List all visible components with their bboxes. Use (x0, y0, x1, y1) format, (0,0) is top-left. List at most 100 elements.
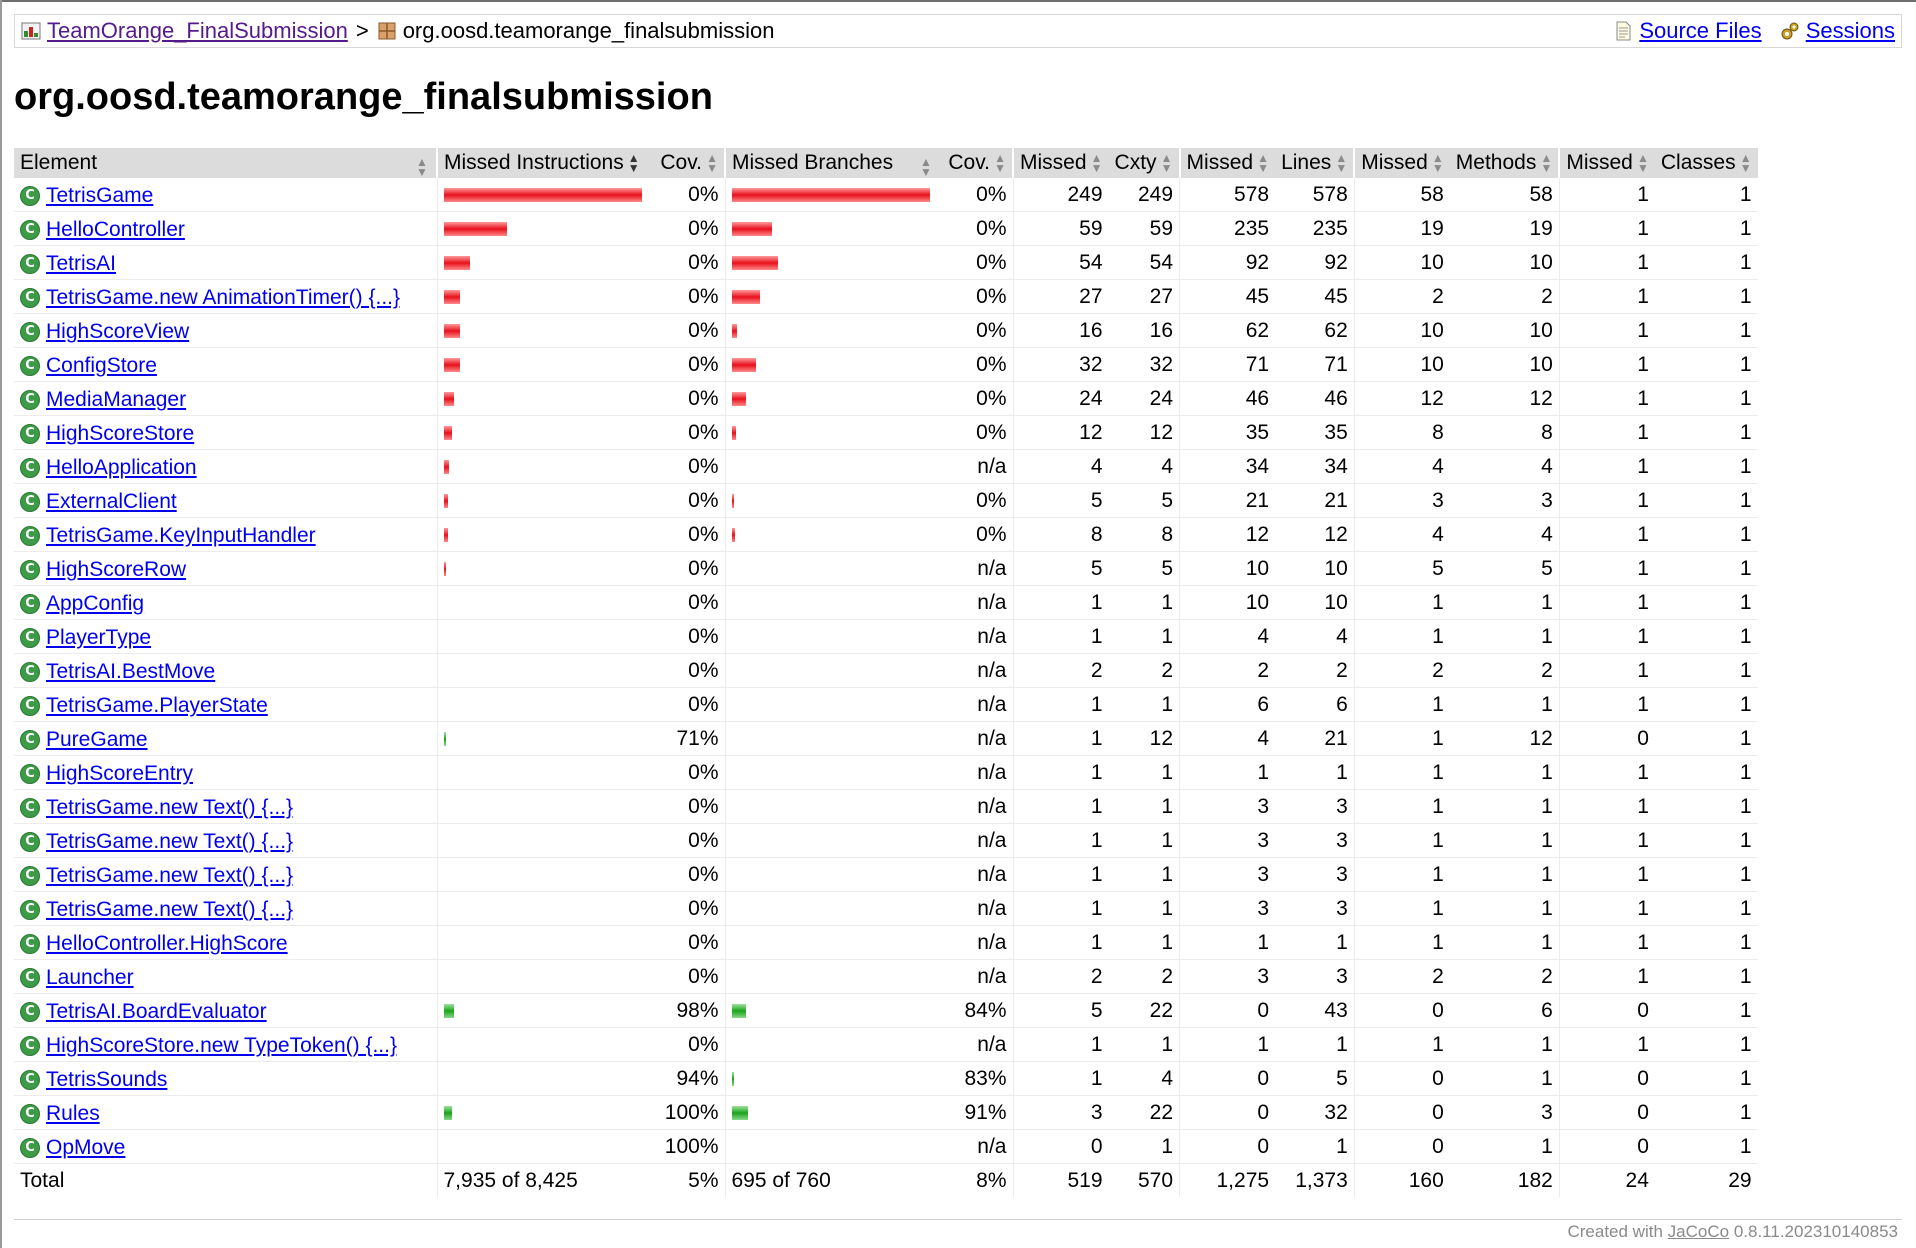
package-icon (378, 22, 396, 40)
col-missed-instructions[interactable]: Missed Instructions ▲ ▼ (436, 148, 652, 178)
class-link[interactable]: HighScoreStore.new TypeToken() {...} (46, 1034, 397, 1057)
row-missed-lines: 1 (1179, 755, 1276, 790)
row-element-wrap: C ConfigStore (20, 354, 157, 378)
row-methods: 1 (1449, 1061, 1560, 1096)
class-icon: C (20, 1070, 40, 1090)
class-link[interactable]: ConfigStore (46, 354, 157, 377)
class-link[interactable]: TetrisAI.BestMove (46, 660, 216, 683)
class-icon: C (20, 356, 40, 376)
row-element-wrap: C HelloApplication (20, 456, 197, 480)
class-link[interactable]: HelloController (46, 218, 185, 241)
class-icon: C (20, 288, 40, 308)
col-cov-branches[interactable]: Cov. ▲ ▼ (940, 148, 1013, 178)
row-missed-cxty: 2 (1012, 959, 1109, 994)
row-missed-classes: 1 (1558, 449, 1655, 484)
row-missed-branches-bar (724, 347, 940, 382)
row-missed-cxty: 59 (1012, 211, 1109, 246)
row-cxty: 8 (1108, 517, 1180, 552)
row-missed-methods: 3 (1353, 483, 1450, 518)
class-link[interactable]: TetrisGame (46, 184, 154, 207)
col-element[interactable]: Element ▲ ▼ (14, 148, 437, 178)
sessions-link[interactable]: Sessions (1805, 18, 1895, 43)
class-link[interactable]: HelloController.HighScore (46, 932, 288, 955)
row-cov-instructions: 0% (652, 891, 725, 926)
breadcrumb-path: TeamOrange_FinalSubmission > org.oosd.tea… (21, 15, 774, 47)
row-cov-instructions: 0% (652, 959, 725, 994)
breadcrumb-root-link[interactable]: TeamOrange_FinalSubmission (47, 18, 348, 43)
class-link[interactable]: PureGame (46, 728, 148, 751)
class-link[interactable]: HighScoreView (46, 320, 190, 343)
class-link[interactable]: Rules (46, 1102, 100, 1125)
class-link[interactable]: TetrisGame.new Text() {...} (46, 830, 294, 853)
class-link[interactable]: AppConfig (46, 592, 145, 615)
row-cxty: 4 (1108, 449, 1180, 484)
source-files-link[interactable]: Source Files (1639, 18, 1762, 43)
class-link[interactable]: PlayerType (46, 626, 152, 649)
class-link[interactable]: TetrisGame.KeyInputHandler (46, 524, 316, 547)
sort-desc-icon: ▲ ▼ (627, 151, 640, 176)
col-missed-cxty[interactable]: Missed ▲ ▼ (1012, 148, 1109, 178)
row-element-wrap: C HelloController (20, 218, 185, 242)
row-cov-instructions: 0% (652, 517, 725, 552)
row-classes: 1 (1654, 178, 1758, 212)
missed-bar (731, 357, 756, 372)
row-cov-branches: 0% (940, 313, 1013, 348)
table-row: C PureGame 71% n/a 1 12 4 21 1 12 0 1 (14, 721, 1758, 756)
row-element-wrap: C TetrisSounds (20, 1068, 167, 1092)
row-cov-instructions: 0% (652, 653, 725, 688)
row-cov-branches: n/a (940, 1129, 1013, 1164)
col-missed-methods[interactable]: Missed ▲ ▼ (1353, 148, 1450, 178)
table-header-row: Element ▲ ▼ Missed Instructions ▲ ▼ Cov. ▲ ▼ M… (14, 148, 1758, 178)
row-methods: 4 (1449, 517, 1560, 552)
row-missed-cxty: 1 (1012, 687, 1109, 722)
row-cxty: 16 (1108, 313, 1180, 348)
total-row: Total 7,935 of 8,425 5% 695 of 760 8% 51… (14, 1163, 1758, 1197)
row-cxty: 5 (1108, 483, 1180, 518)
class-link[interactable]: TetrisGame.new AnimationTimer() {...} (46, 286, 401, 309)
jacoco-link[interactable]: JaCoCo (1667, 1222, 1730, 1241)
class-link[interactable]: TetrisGame.PlayerState (46, 694, 268, 717)
class-link[interactable]: TetrisAI.BoardEvaluator (46, 1000, 267, 1023)
class-link[interactable]: TetrisGame.new Text() {...} (46, 796, 294, 819)
class-link[interactable]: OpMove (46, 1136, 126, 1159)
row-missed-lines: 35 (1179, 415, 1276, 450)
row-missed-classes: 1 (1558, 619, 1655, 654)
col-classes[interactable]: Classes ▲ ▼ (1654, 148, 1758, 178)
col-missed-classes[interactable]: Missed ▲ ▼ (1558, 148, 1655, 178)
class-link[interactable]: TetrisSounds (46, 1068, 168, 1091)
row-classes: 1 (1654, 823, 1758, 858)
row-missed-methods: 12 (1353, 381, 1450, 416)
footer-prefix: Created with (1567, 1222, 1663, 1241)
sort-icon: ▲ ▼ (1257, 151, 1270, 176)
row-cov-branches: 0% (940, 279, 1013, 314)
class-link[interactable]: HelloApplication (46, 456, 197, 479)
class-link[interactable]: HighScoreEntry (46, 762, 194, 785)
class-link[interactable]: HighScoreRow (46, 558, 187, 581)
class-link[interactable]: TetrisGame.new Text() {...} (46, 898, 294, 921)
class-link[interactable]: HighScoreStore (46, 422, 195, 445)
col-element-label: Element (20, 151, 98, 174)
row-element: C TetrisGame.new AnimationTimer() {...} (14, 279, 437, 314)
class-link[interactable]: Launcher (46, 966, 134, 989)
col-missed-lines[interactable]: Missed ▲ ▼ (1178, 148, 1276, 178)
row-missed-classes: 1 (1558, 415, 1655, 450)
class-link[interactable]: ExternalClient (46, 490, 177, 513)
col-missed-branches[interactable]: Missed Branches ▲ ▼ (724, 148, 940, 179)
row-missed-branches-bar (724, 551, 940, 586)
sort-icon: ▲ ▼ (920, 155, 932, 179)
row-cov-branches: n/a (940, 755, 1013, 790)
class-link[interactable]: TetrisAI (46, 252, 117, 275)
col-methods[interactable]: Methods ▲ ▼ (1449, 148, 1560, 178)
class-link[interactable]: MediaManager (46, 388, 187, 411)
col-cxty[interactable]: Cxty ▲ ▼ (1108, 148, 1180, 178)
col-lines[interactable]: Lines ▲ ▼ (1275, 148, 1355, 178)
col-cov-instructions[interactable]: Cov. ▲ ▼ (652, 148, 725, 178)
row-lines: 6 (1275, 687, 1355, 722)
class-link[interactable]: TetrisGame.new Text() {...} (46, 864, 294, 887)
row-lines: 21 (1275, 721, 1355, 756)
row-cov-instructions: 0% (652, 313, 725, 348)
row-cov-branches: n/a (940, 823, 1013, 858)
row-element: C TetrisSounds (14, 1061, 437, 1096)
row-missed-lines: 235 (1179, 211, 1276, 246)
row-methods: 10 (1449, 347, 1560, 382)
